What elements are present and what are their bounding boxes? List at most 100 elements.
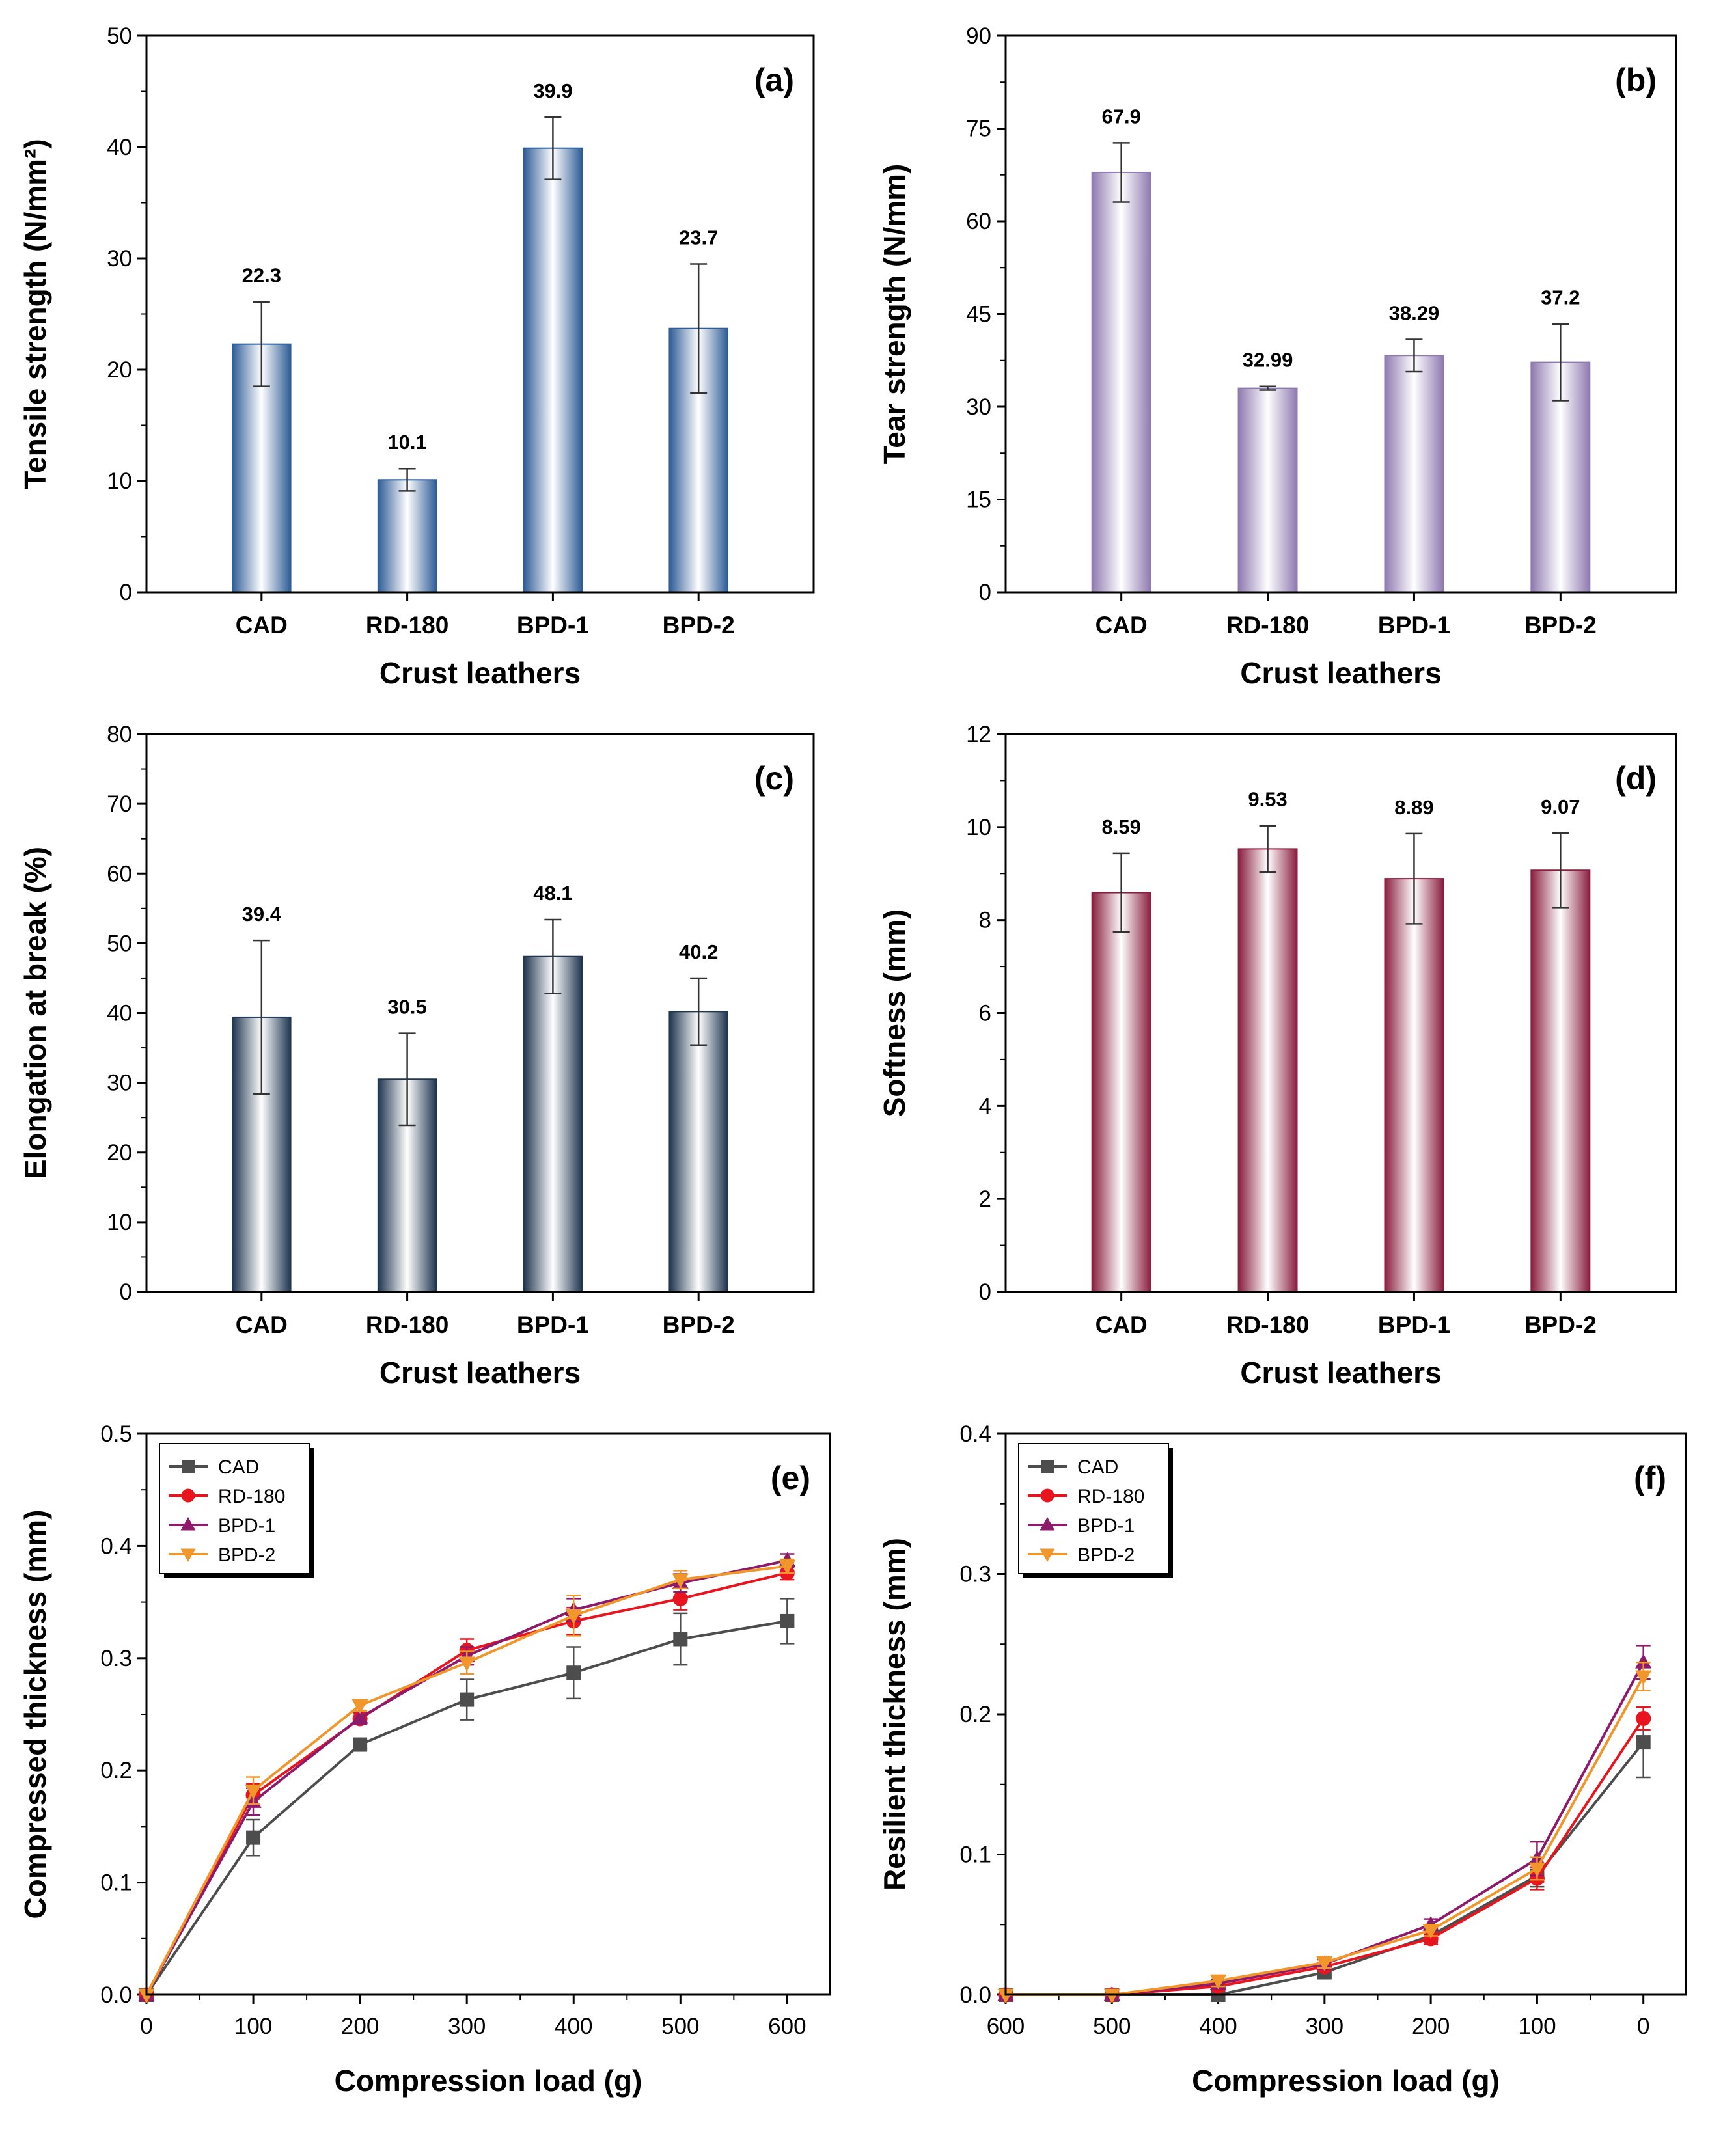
bar-value-label: 23.7 xyxy=(679,226,718,249)
y-tick-label: 2 xyxy=(979,1186,991,1212)
marker-square xyxy=(460,1692,475,1707)
y-tick-label: 75 xyxy=(966,116,991,142)
x-tick-label: 200 xyxy=(341,2014,379,2039)
x-axis-title: Crust leathers xyxy=(1240,656,1441,690)
marker-triangle-down xyxy=(778,1560,796,1575)
panel-a-tensile-strength-chart: 0 10 20 30 40 50 22.3 CAD 10.1 RD-180 39.9 BPD-1 23.… xyxy=(18,23,815,690)
marker-square xyxy=(1636,1735,1651,1750)
bar-value-label: 32.99 xyxy=(1243,349,1293,372)
panel-label: (f) xyxy=(1634,1460,1666,1496)
bar-bpd-1 xyxy=(1384,355,1444,593)
legend-label: CAD xyxy=(218,1457,259,1478)
x-axis-title: Crust leathers xyxy=(379,1356,581,1390)
x-category-label: CAD xyxy=(1095,1311,1148,1338)
x-tick-label: 400 xyxy=(1199,2014,1237,2039)
x-tick-label: 400 xyxy=(555,2014,592,2039)
marker-triangle-down xyxy=(1103,1988,1120,2004)
y-tick-label: 0.3 xyxy=(959,1562,991,1587)
panel-d-softness-chart: 0 2 4 6 8 10 12 8.59 CAD 9.53 RD-180 8.89 BPD-1 9.07 B… xyxy=(877,722,1677,1390)
y-tick-label: 0 xyxy=(120,1280,132,1305)
bar-value-label: 37.2 xyxy=(1541,286,1580,309)
y-tick-label: 50 xyxy=(107,931,132,956)
x-axis-title: Crust leathers xyxy=(379,656,581,690)
x-category-label: RD-180 xyxy=(366,612,449,638)
x-category-label: RD-180 xyxy=(1226,612,1310,638)
marker-triangle-down xyxy=(1316,1956,1333,1971)
marker-triangle-up xyxy=(351,1708,368,1724)
y-tick-label: 8 xyxy=(979,908,991,933)
series-line xyxy=(145,1619,788,1996)
y-tick-label: 15 xyxy=(966,487,991,513)
x-category-label: BPD-2 xyxy=(663,612,735,638)
marker-triangle-up xyxy=(1635,1654,1652,1669)
marker-triangle-down xyxy=(1209,1975,1227,1990)
y-tick-label: 0.1 xyxy=(959,1842,991,1868)
y-tick-label: 0.4 xyxy=(100,1533,132,1559)
panel-b-tear-strength-chart: 0 15 30 45 60 75 90 67.9 CAD 32.99 RD-180 38.29 BPD-… xyxy=(877,23,1677,690)
series-bpd-1 xyxy=(997,1645,1652,2001)
x-tick-label: 0 xyxy=(140,2014,152,2039)
x-tick-label: 300 xyxy=(1306,2014,1343,2039)
marker-triangle-down xyxy=(138,1988,155,2004)
x-category-label: BPD-1 xyxy=(1378,1311,1450,1338)
y-tick-label: 20 xyxy=(107,1140,132,1166)
legend-label: BPD-2 xyxy=(218,1544,275,1566)
marker-triangle-down xyxy=(1422,1924,1439,1939)
y-tick-label: 70 xyxy=(107,791,132,817)
y-tick-label: 0 xyxy=(979,1280,991,1305)
marker-triangle-down xyxy=(180,1548,196,1562)
bar-bpd-2 xyxy=(668,1011,728,1293)
marker-square xyxy=(353,1737,368,1752)
marker-triangle-down xyxy=(565,1609,582,1624)
series-line xyxy=(1006,1662,1645,1996)
bar-rd-180 xyxy=(1237,848,1298,1293)
y-tick-label: 30 xyxy=(966,394,991,420)
bar-value-label: 39.4 xyxy=(242,903,282,925)
bar-value-label: 39.9 xyxy=(533,79,572,102)
marker-triangle-down xyxy=(458,1656,475,1671)
marker-triangle-down xyxy=(245,1784,262,1800)
marker-triangle-down xyxy=(351,1699,368,1714)
panel-c-elongation-chart: 0 10 20 30 40 50 60 70 80 39.4 CAD 30.5 RD-180 48.1 BP… xyxy=(18,722,815,1390)
bar-value-label: 40.2 xyxy=(679,940,718,963)
plot-frame xyxy=(1004,1432,1687,1996)
plot-frame xyxy=(1004,34,1677,594)
x-tick-label: 300 xyxy=(448,2014,486,2039)
y-tick-label: 0.0 xyxy=(959,1982,991,2008)
x-tick-label: 600 xyxy=(987,2014,1025,2039)
x-category-label: RD-180 xyxy=(1226,1311,1310,1338)
series-rd-180 xyxy=(139,1565,795,2003)
y-tick-label: 60 xyxy=(107,861,132,886)
bar-rd-180 xyxy=(1237,387,1298,593)
marker-circle xyxy=(672,1591,688,1606)
bar-value-label: 8.89 xyxy=(1394,796,1433,819)
plot-frame xyxy=(145,1432,831,1996)
y-tick-label: 0.3 xyxy=(100,1646,132,1671)
y-tick-label: 0.2 xyxy=(959,1702,991,1727)
marker-triangle-down xyxy=(1528,1862,1546,1878)
y-tick-label: 10 xyxy=(966,815,991,840)
x-category-label: BPD-2 xyxy=(1524,1311,1597,1338)
x-category-label: CAD xyxy=(236,612,288,638)
x-category-label: CAD xyxy=(1095,612,1148,638)
panel-label: (d) xyxy=(1615,760,1657,797)
bar-value-label: 67.9 xyxy=(1101,105,1140,128)
bar-bpd-1 xyxy=(523,955,583,1293)
legend-label: CAD xyxy=(1077,1457,1118,1478)
x-category-label: CAD xyxy=(236,1311,288,1338)
x-category-label: RD-180 xyxy=(366,1311,449,1338)
x-category-label: BPD-2 xyxy=(663,1311,735,1338)
bar-cad xyxy=(1091,171,1151,593)
y-tick-label: 0.2 xyxy=(100,1758,132,1783)
series-bpd-2 xyxy=(997,1662,1652,2004)
y-tick-label: 30 xyxy=(107,246,132,271)
series-line xyxy=(1006,1718,1645,1996)
y-axis-title: Tear strength (N/mm) xyxy=(877,164,911,465)
marker-triangle-down xyxy=(672,1573,689,1589)
bar-value-label: 9.07 xyxy=(1541,795,1580,818)
marker-triangle-down xyxy=(1040,1548,1055,1562)
y-axis-title: Softness (mm) xyxy=(877,909,911,1117)
x-tick-label: 100 xyxy=(1518,2014,1556,2039)
x-category-label: BPD-2 xyxy=(1524,612,1597,638)
series-bpd-2 xyxy=(138,1558,796,2004)
